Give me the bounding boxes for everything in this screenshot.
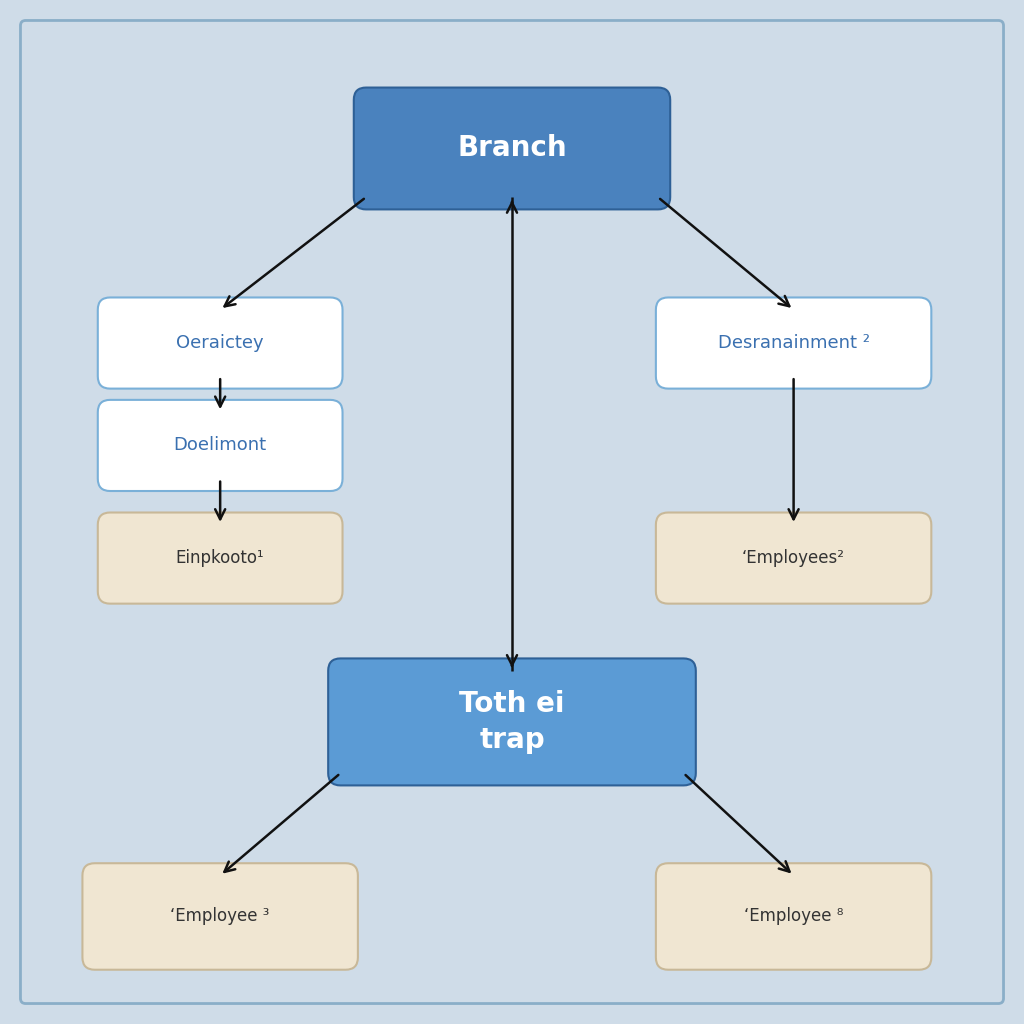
FancyBboxPatch shape <box>354 88 671 210</box>
FancyBboxPatch shape <box>98 513 342 604</box>
FancyBboxPatch shape <box>656 297 932 388</box>
Text: ‘Employees²: ‘Employees² <box>742 549 845 567</box>
Text: Branch: Branch <box>457 134 567 163</box>
FancyBboxPatch shape <box>98 297 342 388</box>
FancyBboxPatch shape <box>328 658 696 785</box>
Text: ‘Employee ³: ‘Employee ³ <box>170 907 270 926</box>
FancyBboxPatch shape <box>98 400 342 492</box>
Text: Einpkooto¹: Einpkooto¹ <box>176 549 264 567</box>
Text: Toth ei
trap: Toth ei trap <box>459 689 565 755</box>
FancyBboxPatch shape <box>656 513 932 604</box>
FancyBboxPatch shape <box>656 863 932 970</box>
Text: Desranainment ²: Desranainment ² <box>718 334 869 352</box>
FancyBboxPatch shape <box>82 863 358 970</box>
Text: Doelimont: Doelimont <box>174 436 266 455</box>
Text: Oeraictey: Oeraictey <box>176 334 264 352</box>
Text: ‘Employee ⁸: ‘Employee ⁸ <box>743 907 844 926</box>
